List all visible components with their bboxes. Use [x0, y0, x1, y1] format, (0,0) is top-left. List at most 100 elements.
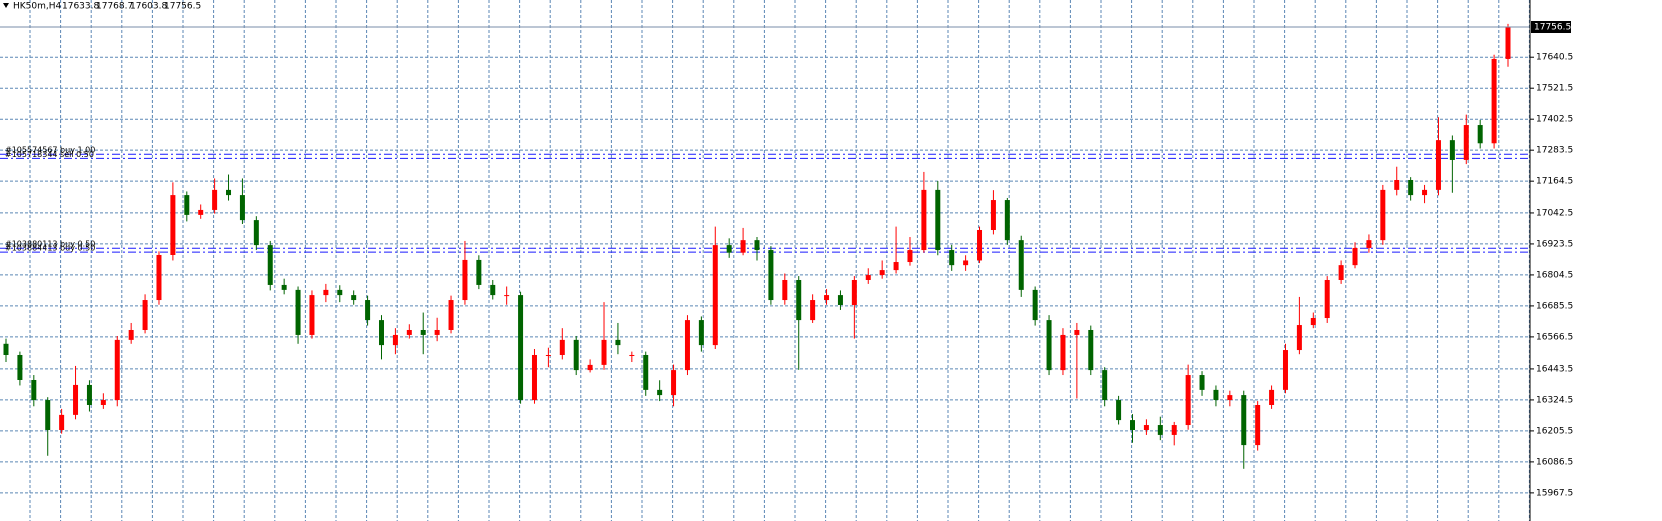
candle-body	[810, 300, 816, 321]
candle-body	[59, 414, 65, 430]
candle-body	[100, 400, 106, 405]
candle-body	[1004, 200, 1010, 241]
candle-body	[490, 284, 496, 296]
candle-body	[657, 389, 663, 396]
candle-body	[1088, 329, 1094, 371]
candle-body	[1296, 325, 1302, 351]
y-tick-label: 17640.5	[1536, 53, 1573, 63]
candle-body	[1394, 179, 1400, 190]
candle-body	[406, 329, 412, 335]
candle-body	[351, 295, 357, 301]
candle-body	[893, 262, 899, 271]
candle-body	[1408, 179, 1414, 196]
candle-body	[587, 364, 593, 371]
y-tick-label: 16443.5	[1536, 364, 1573, 374]
candle-body	[1227, 395, 1233, 401]
candle-body	[754, 240, 760, 251]
candle-body	[726, 245, 732, 253]
candle-body	[518, 295, 524, 401]
candle-body	[740, 240, 746, 253]
candle-body	[907, 250, 913, 263]
candle-body	[796, 279, 802, 321]
candle-body	[1422, 189, 1428, 196]
candle-body	[337, 289, 343, 296]
candle-body	[865, 275, 871, 280]
candle-body	[963, 260, 969, 266]
candle-body	[1199, 375, 1205, 390]
y-tick-label: 17283.5	[1536, 146, 1573, 156]
candles	[0, 23, 1530, 469]
y-tick-label: 16205.5	[1536, 426, 1573, 436]
candle-body	[977, 229, 983, 261]
candle-body	[1241, 395, 1247, 446]
candle-body	[86, 384, 92, 405]
current-price-label: 17756.5	[1534, 23, 1571, 33]
y-tick-label: 17164.5	[1536, 177, 1573, 187]
candle-body	[545, 354, 551, 356]
menu-arrow	[3, 3, 9, 8]
candle-body	[643, 354, 649, 390]
candle-body	[31, 379, 37, 401]
header: HK50m,H4 17633.8 17768.7 17603.8 17756.5	[3, 2, 201, 12]
candle-body	[1032, 289, 1038, 321]
candle-body	[782, 279, 788, 301]
candle-body	[198, 209, 204, 215]
candle-body	[1310, 318, 1316, 326]
candle-body	[114, 339, 120, 401]
candle-body	[990, 200, 996, 230]
candle-body	[921, 189, 927, 251]
candle-body	[1102, 370, 1108, 401]
candle-body	[365, 300, 371, 321]
candle-body	[309, 295, 315, 335]
candle-body	[392, 334, 398, 346]
price-axis: 17640.5 17521.5 17402.5 17283.5 17164.5 17042…	[1530, 21, 1573, 498]
candle-body	[1074, 329, 1080, 335]
order-label: #105574567 buy 1.00	[5, 146, 95, 155]
y-tick-label: 15967.5	[1536, 488, 1573, 498]
candle-body	[239, 195, 245, 221]
candle-body	[142, 300, 148, 330]
y-tick-label: 17521.5	[1536, 84, 1573, 94]
y-tick-label: 17042.5	[1536, 208, 1573, 218]
candle-body	[712, 245, 718, 346]
candle-body	[671, 370, 677, 396]
candle-body	[768, 250, 774, 301]
candle-body	[1282, 350, 1288, 390]
header-low: 17603.8	[130, 2, 167, 12]
candle-body	[1157, 425, 1163, 435]
candle-body	[1338, 265, 1344, 280]
candle-body	[476, 259, 482, 285]
candle-body	[1269, 389, 1275, 405]
candle-body	[1185, 375, 1191, 426]
candle-body	[462, 259, 468, 301]
candle-body	[573, 339, 579, 371]
candle-body	[212, 189, 218, 210]
candle-body	[1213, 389, 1219, 401]
candle-body	[379, 320, 384, 346]
candle-body	[17, 354, 23, 380]
orders: #105574567 buy 1.00#105718344 sell 0.50 #…	[0, 146, 1530, 253]
candle-body	[1352, 247, 1358, 266]
candle-body	[601, 339, 607, 365]
candle-body	[504, 295, 510, 297]
candle-body	[156, 254, 162, 301]
y-tick-label: 16566.5	[1536, 332, 1573, 342]
candle-body	[1491, 58, 1497, 144]
grid	[0, 0, 1530, 521]
candle-body	[1477, 125, 1483, 144]
header-close: 17756.5	[164, 2, 201, 12]
candle-body	[1171, 425, 1177, 435]
candle-body	[128, 329, 134, 340]
candle-body	[184, 195, 190, 215]
candle-body	[420, 329, 426, 335]
order-label: #103880113 buy 0.50	[5, 240, 95, 249]
candle-body	[879, 270, 885, 276]
y-tick-label: 16086.5	[1536, 457, 1573, 467]
y-tick-label: 16804.5	[1536, 270, 1573, 280]
candle-body	[1060, 334, 1066, 371]
candle-body	[1255, 404, 1261, 446]
candle-body	[1366, 240, 1372, 248]
candle-body	[851, 279, 857, 305]
